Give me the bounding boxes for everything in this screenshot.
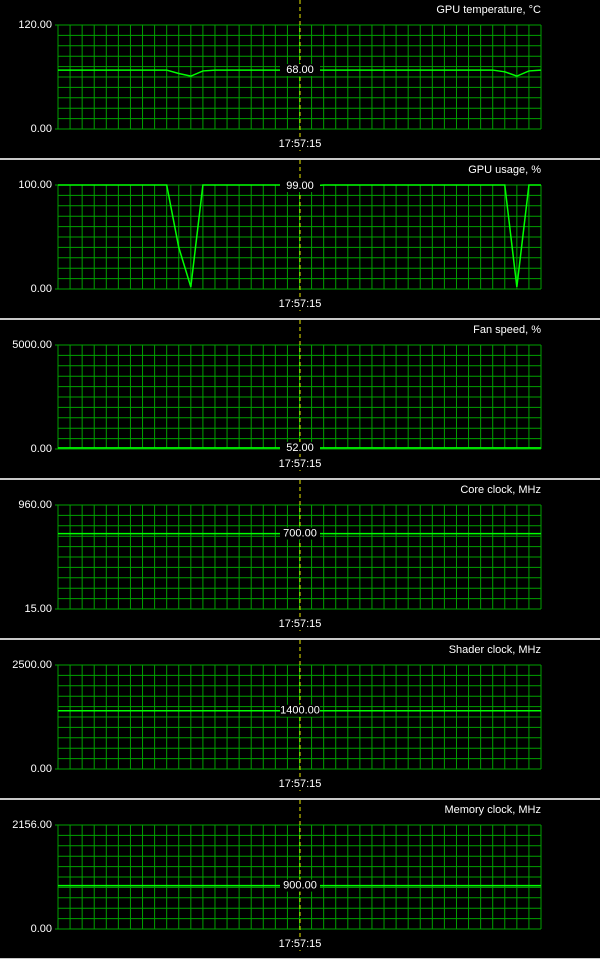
cursor-time: 17:57:15: [279, 778, 322, 790]
cursor-label-bg: [280, 64, 320, 77]
time-label-bg: [274, 938, 326, 950]
y-tick-label: 2500.00: [12, 659, 52, 671]
cursor-value: 99.00: [286, 180, 314, 192]
chart-title: Memory clock, MHz: [444, 804, 541, 816]
y-tick-label: 120.00: [18, 19, 52, 31]
y-tick-label: 0.00: [31, 443, 52, 455]
cursor-value: 68.00: [286, 64, 314, 76]
y-tick-label: 2156.00: [12, 819, 52, 831]
time-label-bg: [274, 458, 326, 470]
cursor-label-bg: [280, 527, 320, 540]
time-label-bg: [274, 618, 326, 630]
cursor-label-bg: [280, 879, 320, 892]
cursor-value: 700.00: [283, 528, 317, 540]
cursor-value: 52.00: [286, 442, 314, 454]
cursor-label-bg: [280, 704, 320, 717]
cursor-label-bg: [280, 180, 320, 193]
y-tick-label: 0.00: [31, 763, 52, 775]
cursor-time: 17:57:15: [279, 298, 322, 310]
chart-title: Shader clock, MHz: [449, 644, 541, 656]
y-tick-label: 100.00: [18, 179, 52, 191]
y-tick-label: 960.00: [18, 499, 52, 511]
chart-title: GPU usage, %: [468, 164, 541, 176]
cursor-time: 17:57:15: [279, 458, 322, 470]
time-label-bg: [274, 138, 326, 150]
time-label-bg: [274, 298, 326, 310]
chart-title: GPU temperature, °C: [436, 4, 541, 16]
y-tick-label: 0.00: [31, 923, 52, 935]
y-tick-label: 0.00: [31, 123, 52, 135]
chart-title: Fan speed, %: [473, 324, 541, 336]
time-label-bg: [274, 778, 326, 790]
cursor-time: 17:57:15: [279, 618, 322, 630]
cursor-value: 900.00: [283, 879, 317, 891]
y-tick-label: 15.00: [24, 603, 52, 615]
y-tick-label: 0.00: [31, 283, 52, 295]
chart-title: Core clock, MHz: [460, 484, 541, 496]
cursor-label-bg: [280, 441, 320, 454]
cursor-value: 1400.00: [280, 705, 320, 717]
cursor-time: 17:57:15: [279, 938, 322, 950]
cursor-time: 17:57:15: [279, 138, 322, 150]
y-tick-label: 5000.00: [12, 339, 52, 351]
